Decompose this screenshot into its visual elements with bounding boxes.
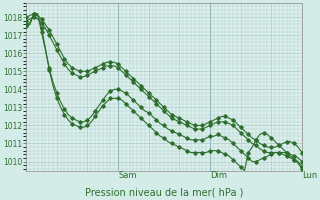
Text: Lun: Lun <box>302 171 317 180</box>
X-axis label: Pression niveau de la mer( hPa ): Pression niveau de la mer( hPa ) <box>85 187 243 197</box>
Text: Dim: Dim <box>210 171 227 180</box>
Text: Sam: Sam <box>118 171 137 180</box>
